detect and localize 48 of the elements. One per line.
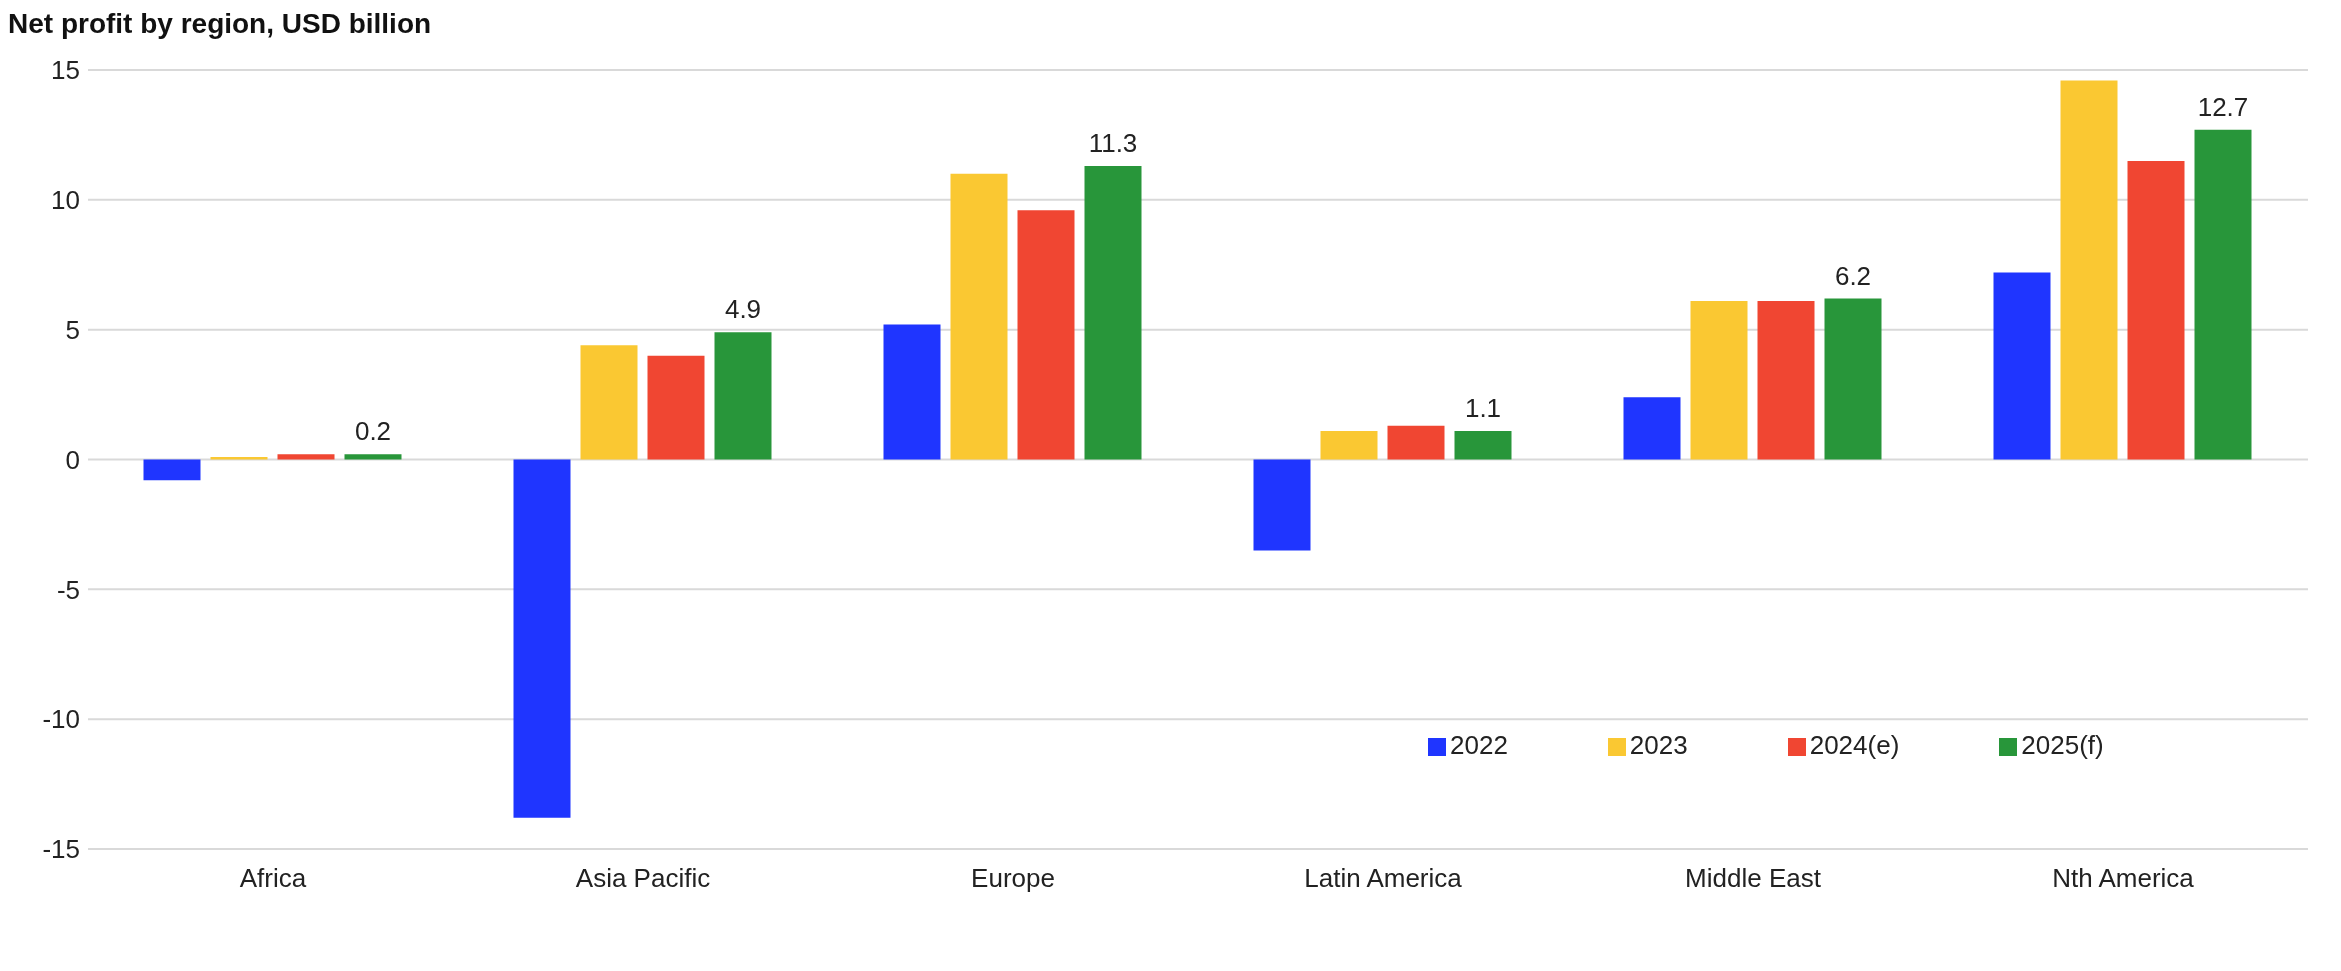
y-tick-label: 5: [65, 314, 80, 345]
data-label: 0.2: [354, 416, 392, 447]
y-tick-label: -10: [42, 704, 80, 735]
legend-label: 2023: [1629, 730, 1688, 760]
data-label: 4.9: [724, 294, 762, 325]
bar: [143, 459, 201, 481]
bar: [1084, 166, 1142, 460]
bar: [950, 173, 1008, 460]
bar: [344, 454, 402, 460]
bar: [1253, 459, 1311, 551]
bar: [1690, 301, 1748, 460]
y-tick-label: 0: [65, 444, 80, 475]
data-label: 12.7: [2197, 91, 2249, 122]
bar: [1017, 210, 1075, 460]
bar: [2127, 160, 2185, 460]
bar: [2194, 129, 2252, 460]
bar: [1320, 430, 1378, 460]
x-tick-label: Europe: [971, 863, 1055, 894]
x-tick-label: Latin America: [1304, 863, 1463, 894]
bar: [277, 454, 335, 460]
bar: [513, 459, 571, 818]
legend-label: 2022: [1450, 730, 1508, 760]
data-label: 6.2: [1834, 260, 1872, 291]
bar: [647, 355, 705, 460]
bar: [1454, 430, 1512, 460]
chart-title: Net profit by region, USD billion: [8, 8, 433, 40]
bar: [714, 332, 772, 460]
y-tick-label: 10: [51, 185, 80, 216]
data-label: 11.3: [1088, 128, 1138, 159]
bar: [1757, 301, 1815, 460]
bar: [1623, 397, 1681, 460]
bar: [210, 456, 268, 460]
y-tick-label: -5: [56, 574, 80, 605]
bar: [1824, 298, 1882, 460]
bar: [580, 345, 638, 460]
x-tick-label: Middle East: [1685, 863, 1822, 894]
y-tick-label: 15: [51, 55, 80, 86]
data-label: 1.1: [1464, 392, 1502, 423]
legend-label: 2024(e): [1809, 730, 1900, 760]
bar: [883, 324, 941, 460]
bar: [2060, 80, 2118, 460]
x-tick-label: Africa: [239, 863, 307, 894]
bar: [1993, 272, 2051, 460]
y-tick-label: -15: [42, 834, 80, 865]
bar: [1387, 425, 1445, 460]
legend-label: 2025(f): [2021, 730, 2104, 760]
x-tick-label: Nth America: [2052, 863, 2195, 894]
x-tick-label: Asia Pacific: [575, 863, 711, 894]
